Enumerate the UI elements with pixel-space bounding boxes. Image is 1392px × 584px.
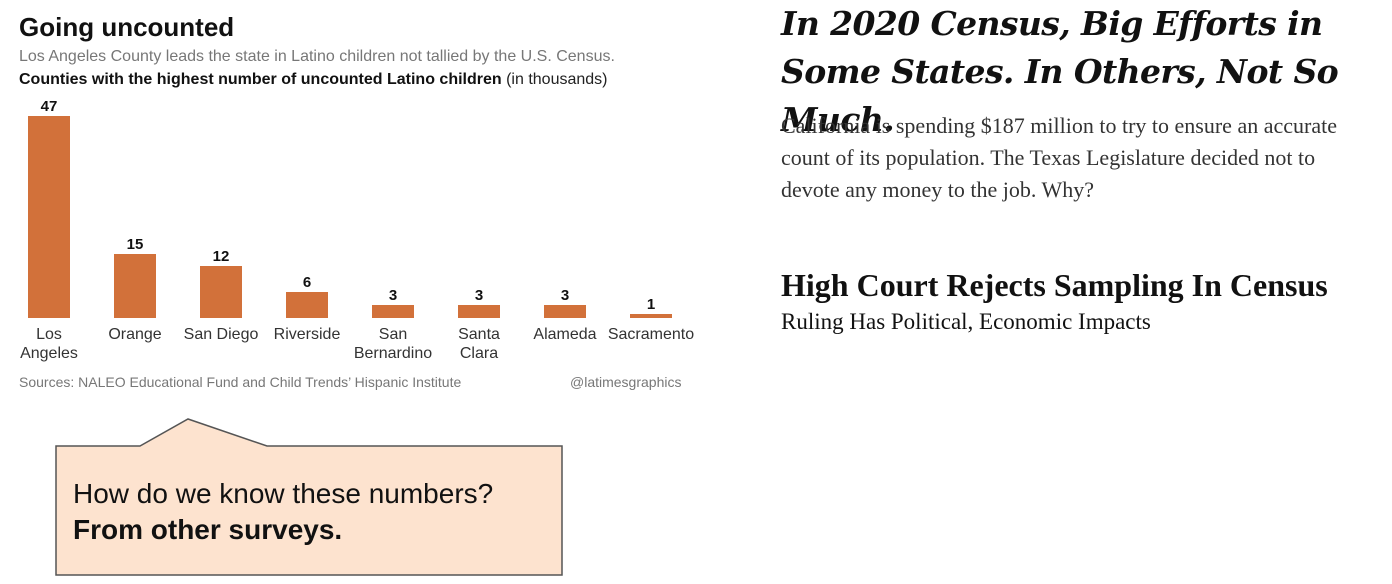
- category-label-6-0: Alameda: [533, 326, 596, 343]
- category-label-3-0: Riverside: [274, 326, 341, 343]
- callout-box: [55, 418, 563, 576]
- bar-2: [200, 266, 242, 318]
- category-label-7-0: Sacramento: [608, 326, 694, 343]
- bar-value-label-6: 3: [561, 287, 569, 304]
- bar-value-label-2: 12: [213, 248, 230, 265]
- bar-value-label-3: 6: [303, 274, 311, 291]
- category-label-1-0: Orange: [108, 326, 161, 343]
- category-label-0-0: Los: [36, 326, 62, 343]
- bar-6: [544, 305, 586, 318]
- bar-1: [114, 254, 156, 318]
- chart-description-bold: Counties with the highest number of unco…: [19, 71, 502, 88]
- bar-7: [630, 314, 672, 318]
- category-label-4-1: Bernardino: [354, 345, 432, 362]
- chart-panel: Going uncounted Los Angeles County leads…: [0, 0, 720, 400]
- callout-answer: From other surveys.: [73, 514, 343, 545]
- callout-question: How do we know these numbers?: [73, 478, 494, 509]
- article-headline-sampling[interactable]: High Court Rejects Sampling In Census: [781, 267, 1328, 303]
- chart-description: Counties with the highest number of unco…: [19, 71, 608, 89]
- chart-title: Going uncounted: [19, 12, 235, 42]
- bar-3: [286, 292, 328, 318]
- article-subhead-sampling: Ruling Has Political, Economic Impacts: [781, 309, 1151, 334]
- chart-source: Sources: NALEO Educational Fund and Chil…: [19, 374, 462, 390]
- bar-4: [372, 305, 414, 318]
- bar-value-label-1: 15: [127, 236, 144, 253]
- bar-value-label-5: 3: [475, 287, 483, 304]
- bar-5: [458, 305, 500, 318]
- category-label-5-0: Santa: [458, 326, 500, 343]
- category-label-4-0: San: [379, 326, 407, 343]
- category-label-5-1: Clara: [460, 345, 498, 362]
- bar-0: [28, 116, 70, 318]
- article-headline-census-2020[interactable]: In 2020 Census, Big Efforts in Some Stat…: [781, 4, 1339, 139]
- bar-value-label-4: 3: [389, 287, 397, 304]
- bar-value-label-0: 47: [41, 98, 58, 115]
- bar-value-label-7: 1: [647, 296, 655, 313]
- bar-chart: 47 Los Angeles 15 Orange 12 San Diego 6 Riversid…: [20, 98, 694, 362]
- callout-text: How do we know these numbers? From other…: [73, 476, 493, 548]
- article-summary-census-2020: California is spending $187 million to t…: [781, 113, 1337, 202]
- chart-credit: @latimesgraphics: [570, 374, 682, 390]
- category-label-2-0: San Diego: [184, 326, 259, 343]
- chart-subtitle: Los Angeles County leads the state in La…: [19, 48, 615, 65]
- category-label-0-1: Angeles: [20, 345, 78, 362]
- chart-description-unit: (in thousands): [501, 71, 608, 88]
